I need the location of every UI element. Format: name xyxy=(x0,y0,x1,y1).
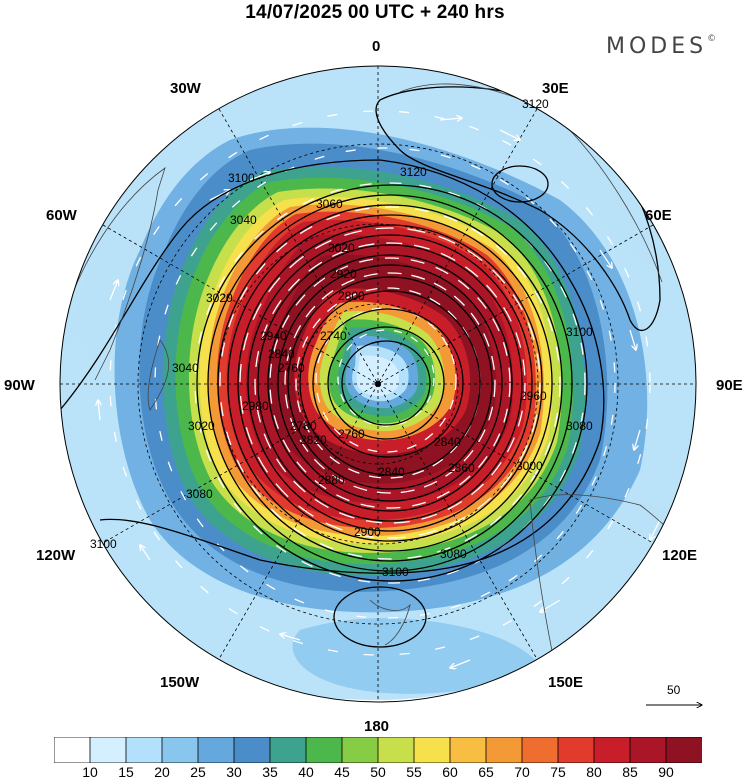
contour-label: 2840 xyxy=(434,435,461,449)
contour-label: 2740 xyxy=(320,329,347,343)
contour-label: 3080 xyxy=(186,487,213,501)
colorbar xyxy=(54,737,702,763)
contour-label: 3040 xyxy=(172,361,199,375)
map-title: 14/07/2025 00 UTC + 240 hrs xyxy=(245,2,505,23)
reference-vector-label: 50 xyxy=(667,683,681,697)
colorbar-tick-label: 10 xyxy=(82,764,98,780)
lon-label-30e: 30E xyxy=(542,80,569,97)
contour-label: 2880 xyxy=(318,473,345,487)
colorbar-bin xyxy=(125,737,163,763)
contour-label: 3120 xyxy=(522,97,549,111)
colorbar-bin xyxy=(665,737,702,763)
contour-label: 2900 xyxy=(354,525,381,539)
contour-label: 3000 xyxy=(516,459,543,473)
colorbar-bin xyxy=(269,737,307,763)
colorbar-tick-label: 30 xyxy=(226,764,242,780)
colorbar-tick-label: 45 xyxy=(334,764,350,780)
colorbar-bin xyxy=(197,737,235,763)
contour-label: 3020 xyxy=(188,419,215,433)
colorbar-bin xyxy=(485,737,523,763)
lon-label-30w: 30W xyxy=(170,80,202,97)
lon-label-0: 0 xyxy=(372,38,380,55)
colorbar-tick-label: 55 xyxy=(406,764,422,780)
lon-label-150e: 150E xyxy=(548,674,583,691)
contour-label: 3080 xyxy=(440,547,467,561)
colorbar-bin xyxy=(54,737,91,763)
contour-label-group: 3120 3120 3100 3100 3100 3100 3080 3080 … xyxy=(90,97,593,579)
copyright-mark: © xyxy=(707,34,717,44)
colorbar-tick-label: 60 xyxy=(442,764,458,780)
colorbar-tick-label: 50 xyxy=(370,764,386,780)
polar-map: 3120 3120 3100 3100 3100 3100 3080 3080 … xyxy=(4,38,743,735)
colorbar-tick-label: 80 xyxy=(586,764,602,780)
colorbar-tick-label: 20 xyxy=(154,764,170,780)
contour-label: 3020 xyxy=(206,291,233,305)
lon-label-60e: 60E xyxy=(645,207,672,224)
colorbar-bin xyxy=(413,737,451,763)
contour-label: 3020 xyxy=(328,241,355,255)
colorbar-tick-label: 90 xyxy=(658,764,674,780)
colorbar-bin xyxy=(89,737,127,763)
contour-label: 2920 xyxy=(330,267,357,281)
lon-label-60w: 60W xyxy=(46,207,78,224)
lon-label-90e: 90E xyxy=(716,377,743,394)
colorbar-bin xyxy=(161,737,199,763)
contour-label: 2940 xyxy=(260,329,287,343)
colorbar-tick-label: 75 xyxy=(550,764,566,780)
colorbar-tick-label: 70 xyxy=(514,764,530,780)
colorbar-bin xyxy=(557,737,595,763)
contour-label: 3100 xyxy=(566,325,593,339)
contour-label: 2780 xyxy=(290,419,317,433)
contour-label: 3100 xyxy=(382,565,409,579)
south-pole-marker xyxy=(375,381,381,387)
map-border xyxy=(59,65,697,703)
lon-label-90w: 90W xyxy=(4,377,36,394)
colorbar-tick-label: 40 xyxy=(298,764,314,780)
contour-label: 2860 xyxy=(448,461,475,475)
contour-label: 2820 xyxy=(300,433,327,447)
contour-label: 3100 xyxy=(228,171,255,185)
contour-label: 3040 xyxy=(230,213,257,227)
colorbar-tick-label: 15 xyxy=(118,764,134,780)
contour-label: 2840 xyxy=(268,347,295,361)
longitude-labels: 0 30E 60E 90E 120E 150E 180 150W 120W 90… xyxy=(4,38,743,735)
contour-label: 3100 xyxy=(90,537,117,551)
contour-label: 2960 xyxy=(520,389,547,403)
colorbar-bin xyxy=(341,737,379,763)
brand-logo: MODES© xyxy=(606,34,716,59)
colorbar-bin xyxy=(233,737,271,763)
colorbar-bin xyxy=(377,737,415,763)
colorbar-tick-label: 65 xyxy=(478,764,494,780)
colorbar-tick-label: 25 xyxy=(190,764,206,780)
contour-label: 3060 xyxy=(316,197,343,211)
contour-label: 2760 xyxy=(278,361,305,375)
contour-label: 3120 xyxy=(400,165,427,179)
lon-label-180: 180 xyxy=(364,718,389,735)
wind-speed-field xyxy=(60,66,696,702)
colorbar-bin xyxy=(449,737,487,763)
wind-vectors xyxy=(98,110,661,668)
contour-label: 3080 xyxy=(566,419,593,433)
contour-label: 2840 xyxy=(378,465,405,479)
contour-label: 2800 xyxy=(338,289,365,303)
colorbar-tick-label: 35 xyxy=(262,764,278,780)
lon-label-150w: 150W xyxy=(160,674,200,691)
lon-label-120e: 120E xyxy=(662,547,697,564)
colorbar-bin xyxy=(521,737,559,763)
brand-name: MODES xyxy=(606,34,708,59)
colorbar-bin xyxy=(593,737,631,763)
colorbar-bin xyxy=(629,737,667,763)
lon-label-120w: 120W xyxy=(36,547,76,564)
colorbar-tick-label: 85 xyxy=(622,764,638,780)
contour-label: 2760 xyxy=(338,427,365,441)
colorbar-bin xyxy=(305,737,343,763)
contour-label: 2980 xyxy=(242,399,269,413)
